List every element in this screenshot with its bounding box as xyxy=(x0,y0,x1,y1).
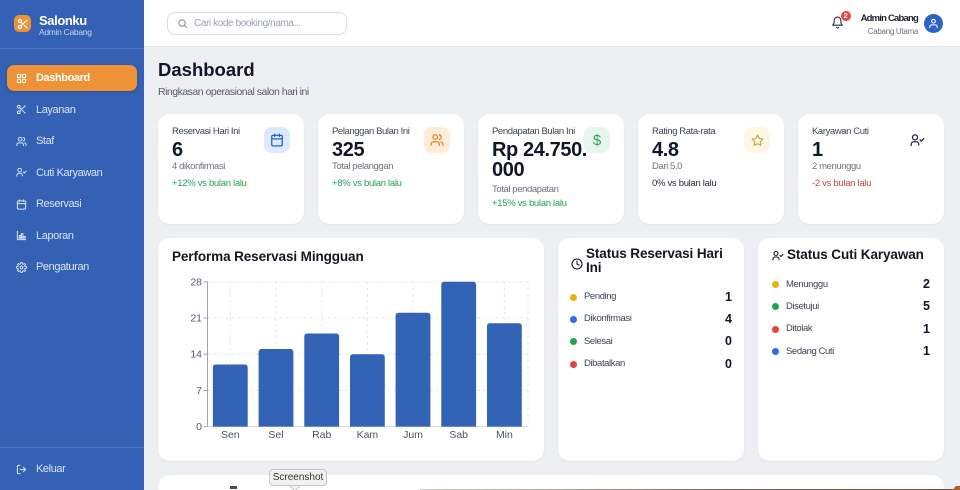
svg-text:Kam: Kam xyxy=(357,429,379,441)
svg-text:Min: Min xyxy=(496,429,513,441)
svg-text:14: 14 xyxy=(190,349,202,361)
svg-text:Jum: Jum xyxy=(403,429,423,441)
svg-text:Rab: Rab xyxy=(312,429,331,441)
svg-text:Sab: Sab xyxy=(449,429,468,441)
svg-text:Sel: Sel xyxy=(268,429,283,441)
svg-text:Sen: Sen xyxy=(221,429,240,441)
svg-text:7: 7 xyxy=(196,385,202,397)
svg-text:28: 28 xyxy=(190,276,202,288)
svg-text:21: 21 xyxy=(190,313,202,325)
svg-text:0: 0 xyxy=(196,421,202,433)
